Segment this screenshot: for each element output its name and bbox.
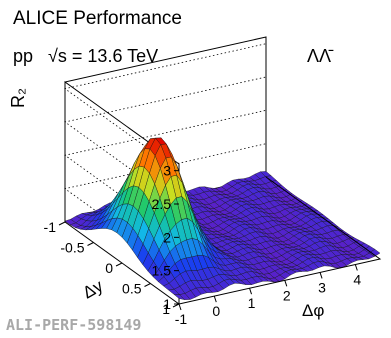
y-tick-mark xyxy=(88,243,94,246)
x-tick-label: 4 xyxy=(353,272,361,288)
y-tick-label: 0.5 xyxy=(122,281,142,297)
x-tick-mark xyxy=(320,272,322,278)
y-tick-label: -1 xyxy=(44,219,57,235)
y-tick-mark xyxy=(59,222,65,225)
x-tick-label: 1 xyxy=(248,295,256,311)
x-tick-label: 0 xyxy=(212,303,220,319)
z-tick-label: 2 xyxy=(163,229,171,245)
x-tick-mark xyxy=(355,265,357,271)
x-axis-label: Δφ xyxy=(302,301,324,320)
pair-label: ΛΛ̄ xyxy=(307,46,334,66)
figure-id-watermark: ALI-PERF-598149 xyxy=(6,316,141,334)
z-tick-label: 3 xyxy=(163,163,171,179)
y-tick-label: 1 xyxy=(162,301,170,317)
x-tick-label: 2 xyxy=(283,287,291,303)
x-tick-mark xyxy=(285,280,287,286)
x-tick-label: 3 xyxy=(318,279,326,295)
chart-subtitle: pp √s = 13.6 TeV xyxy=(13,46,158,66)
chart-title: ALICE Performance xyxy=(13,8,182,29)
y-tick-mark xyxy=(145,284,151,287)
z-axis-label: R₂ xyxy=(8,88,28,108)
y-axis-label: Δy xyxy=(80,276,107,303)
x-tick-mark xyxy=(214,296,216,302)
z-tick-label: 2.5 xyxy=(152,196,172,212)
x-tick-label: -1 xyxy=(175,311,188,327)
y-tick-label: 0 xyxy=(105,260,113,276)
z-tick-label: 1.5 xyxy=(152,263,172,279)
x-tick-mark xyxy=(179,304,181,310)
x-tick-mark xyxy=(250,288,252,294)
y-tick-mark xyxy=(116,263,122,266)
y-tick-label: -0.5 xyxy=(60,240,84,256)
